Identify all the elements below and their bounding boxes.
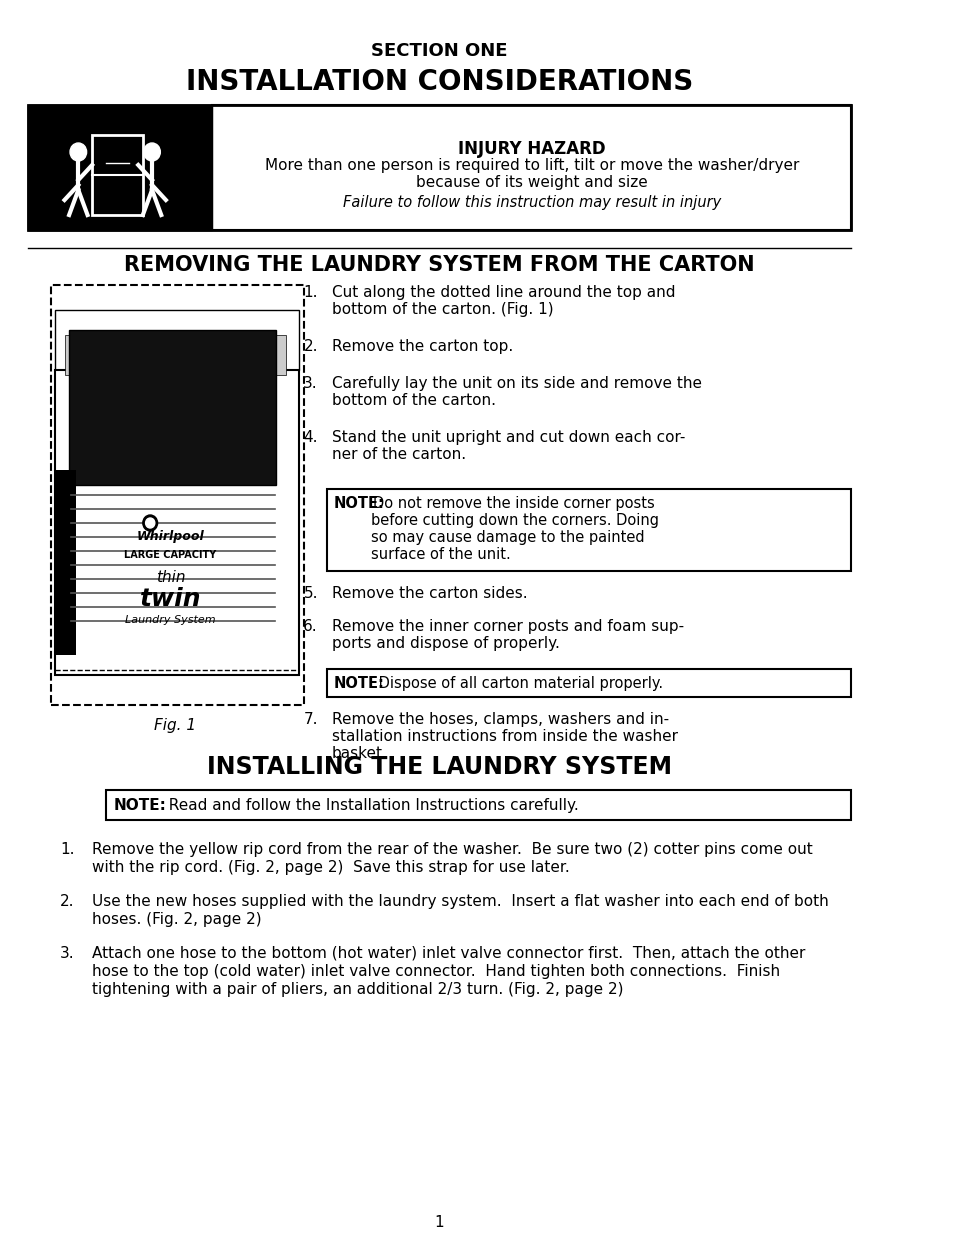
Bar	[28, 105, 851, 230]
Text: ▲: ▲	[233, 118, 256, 147]
Bar	[69, 331, 276, 485]
Text: surface of the unit.: surface of the unit.	[334, 547, 510, 562]
Text: 5.: 5.	[303, 586, 317, 600]
Text: Fig. 1: Fig. 1	[153, 718, 196, 733]
Circle shape	[144, 144, 160, 161]
Text: Whirlpool: Whirlpool	[136, 530, 204, 543]
Text: INSTALLING THE LAUNDRY SYSTEM: INSTALLING THE LAUNDRY SYSTEM	[207, 755, 671, 779]
Text: Failure to follow this instruction may result in injury: Failure to follow this instruction may r…	[342, 196, 720, 210]
Text: tightening with a pair of pliers, an additional 2/3 turn. (Fig. 2, page 2): tightening with a pair of pliers, an add…	[92, 982, 623, 997]
Text: Do not remove the inside corner posts: Do not remove the inside corner posts	[373, 496, 655, 511]
Text: Use the new hoses supplied with the laundry system.  Insert a flat washer into e: Use the new hoses supplied with the laun…	[92, 894, 828, 909]
Text: Remove the carton sides.: Remove the carton sides.	[332, 586, 527, 600]
Text: Remove the hoses, clamps, washers and in-: Remove the hoses, clamps, washers and in…	[332, 712, 668, 727]
Text: INSTALLATION CONSIDERATIONS: INSTALLATION CONSIDERATIONS	[186, 68, 693, 97]
Text: bottom of the carton.: bottom of the carton.	[332, 392, 496, 409]
Bar	[55, 310, 299, 370]
Text: Remove the yellow rip cord from the rear of the washer.  Be sure two (2) cotter : Remove the yellow rip cord from the rear…	[92, 842, 812, 857]
Bar	[106, 790, 851, 820]
Text: 2.: 2.	[60, 894, 74, 909]
Circle shape	[70, 144, 87, 161]
Text: Dispose of all carton material properly.: Dispose of all carton material properly.	[374, 676, 662, 691]
Text: Carefully lay the unit on its side and remove the: Carefully lay the unit on its side and r…	[332, 376, 701, 391]
Bar	[28, 105, 851, 230]
Text: 1.: 1.	[60, 842, 74, 857]
Text: SECTION ONE: SECTION ONE	[371, 42, 507, 59]
Bar	[92, 135, 143, 215]
Text: 7.: 7.	[303, 712, 317, 727]
Text: INJURY HAZARD: INJURY HAZARD	[457, 140, 605, 158]
Text: 6.: 6.	[303, 619, 317, 634]
Text: so may cause damage to the painted: so may cause damage to the painted	[334, 530, 643, 545]
Text: bottom of the carton. (Fig. 1): bottom of the carton. (Fig. 1)	[332, 302, 553, 317]
Text: Laundry System: Laundry System	[125, 615, 215, 625]
Text: hose to the top (cold water) inlet valve connector.  Hand tighten both connectio: hose to the top (cold water) inlet valve…	[92, 964, 780, 979]
Text: ner of the carton.: ner of the carton.	[332, 447, 465, 462]
Text: Remove the inner corner posts and foam sup-: Remove the inner corner posts and foam s…	[332, 619, 683, 634]
Text: stallation instructions from inside the washer: stallation instructions from inside the …	[332, 729, 677, 744]
Bar	[51, 285, 304, 704]
Bar	[327, 489, 851, 571]
Text: thin: thin	[155, 569, 185, 586]
Text: 1: 1	[435, 1214, 444, 1231]
Bar	[65, 335, 285, 375]
Text: REMOVING THE LAUNDRY SYSTEM FROM THE CARTON: REMOVING THE LAUNDRY SYSTEM FROM THE CAR…	[124, 255, 754, 275]
Text: NOTE:: NOTE:	[113, 799, 166, 813]
Text: 2.: 2.	[303, 339, 317, 354]
Text: NOTE:: NOTE:	[334, 496, 384, 511]
Text: 3.: 3.	[60, 946, 74, 961]
Text: with the rip cord. (Fig. 2, page 2)  Save this strap for use later.: with the rip cord. (Fig. 2, page 2) Save…	[92, 860, 569, 875]
Text: WARNING: WARNING	[272, 115, 469, 149]
Text: basket.: basket.	[332, 747, 387, 761]
Bar	[55, 370, 299, 675]
Text: 4.: 4.	[303, 430, 317, 444]
Text: hoses. (Fig. 2, page 2): hoses. (Fig. 2, page 2)	[92, 912, 261, 927]
Text: because of its weight and size: because of its weight and size	[416, 175, 647, 189]
Text: 3.: 3.	[303, 376, 317, 391]
Text: NOTE:: NOTE:	[334, 676, 384, 691]
Circle shape	[146, 517, 154, 527]
Text: before cutting down the corners. Doing: before cutting down the corners. Doing	[334, 513, 658, 527]
Text: twin: twin	[139, 587, 201, 612]
Text: Read and follow the Installation Instructions carefully.: Read and follow the Installation Instruc…	[159, 799, 578, 813]
Bar	[28, 105, 212, 230]
Bar	[55, 470, 75, 655]
Text: Remove the carton top.: Remove the carton top.	[332, 339, 513, 354]
Bar	[327, 669, 851, 697]
Text: More than one person is required to lift, tilt or move the washer/dryer: More than one person is required to lift…	[264, 158, 798, 173]
Text: LARGE CAPACITY: LARGE CAPACITY	[124, 550, 216, 560]
Bar	[212, 105, 851, 230]
Text: Attach one hose to the bottom (hot water) inlet valve connector first.  Then, at: Attach one hose to the bottom (hot water…	[92, 946, 804, 961]
Text: Stand the unit upright and cut down each cor-: Stand the unit upright and cut down each…	[332, 430, 684, 444]
Text: Cut along the dotted line around the top and: Cut along the dotted line around the top…	[332, 285, 675, 300]
Text: ports and dispose of properly.: ports and dispose of properly.	[332, 636, 559, 651]
Text: 1.: 1.	[303, 285, 317, 300]
Circle shape	[143, 515, 157, 531]
